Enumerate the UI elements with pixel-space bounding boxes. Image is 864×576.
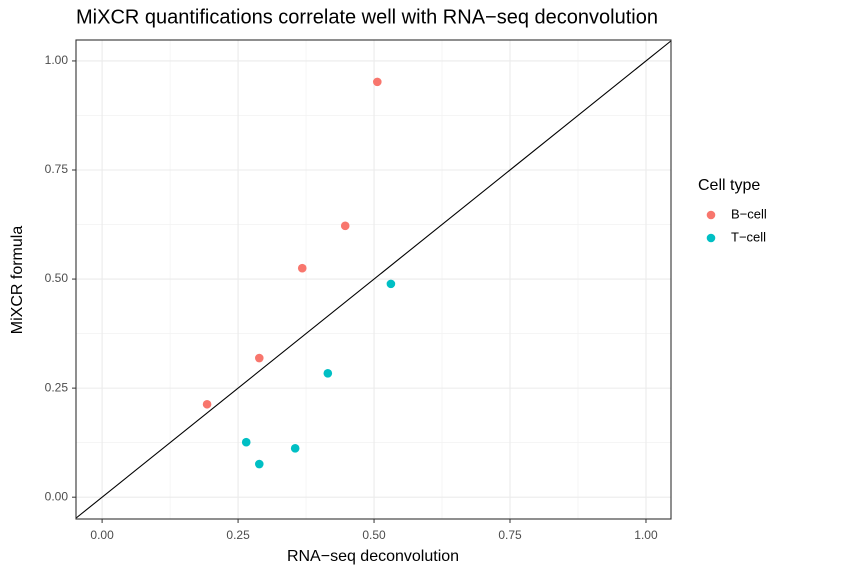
legend-key: [706, 210, 716, 220]
point: [340, 221, 350, 231]
x-axis-title: RNA−seq deconvolution: [287, 548, 459, 565]
legend-label: B−cell: [731, 206, 767, 221]
y-tick-label: 0.75: [45, 162, 69, 176]
point: [323, 368, 333, 378]
point: [202, 399, 212, 409]
x-tick-label: 0.00: [90, 528, 114, 542]
chart-title: MiXCR quantifications correlate well wit…: [76, 6, 658, 28]
y-axis-title: MiXCR formula: [9, 226, 26, 335]
point: [254, 459, 264, 469]
panel-border: [75, 39, 672, 520]
x-tick-label: 0.50: [362, 528, 386, 542]
y-tick-label: 0.25: [45, 380, 69, 394]
x-tick-label: 1.00: [634, 528, 658, 542]
y-tick-label: 0.50: [45, 271, 69, 285]
point: [290, 444, 300, 453]
point: [373, 77, 382, 87]
legend-label: T−cell: [731, 229, 766, 244]
x-tick-label: 0.25: [226, 528, 250, 542]
legend-key: [706, 233, 716, 243]
legend-title: Cell type: [698, 177, 760, 194]
point: [254, 353, 264, 363]
identity-line: [75, 40, 672, 519]
y-tick-label: 1.00: [45, 53, 69, 67]
x-tick-label: 0.75: [498, 528, 522, 542]
y-tick-label: 0.00: [45, 489, 69, 503]
point: [297, 263, 307, 273]
point: [241, 437, 251, 447]
point: [386, 279, 396, 289]
